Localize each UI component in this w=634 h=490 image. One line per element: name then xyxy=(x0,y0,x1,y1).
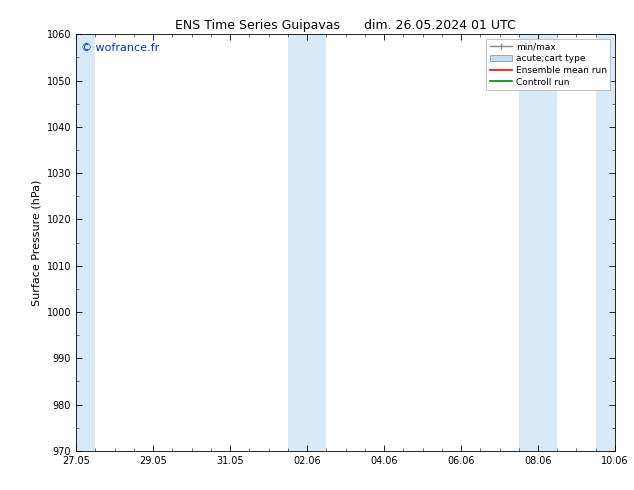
Bar xyxy=(519,34,557,451)
Text: © wofrance.fr: © wofrance.fr xyxy=(81,43,160,52)
Legend: min/max, acute;cart type, Ensemble mean run, Controll run: min/max, acute;cart type, Ensemble mean … xyxy=(486,39,611,90)
Bar xyxy=(57,34,95,451)
Title: ENS Time Series Guipavas      dim. 26.05.2024 01 UTC: ENS Time Series Guipavas dim. 26.05.2024… xyxy=(175,19,516,32)
Bar xyxy=(596,34,634,451)
Bar xyxy=(288,34,327,451)
Y-axis label: Surface Pressure (hPa): Surface Pressure (hPa) xyxy=(31,179,41,306)
